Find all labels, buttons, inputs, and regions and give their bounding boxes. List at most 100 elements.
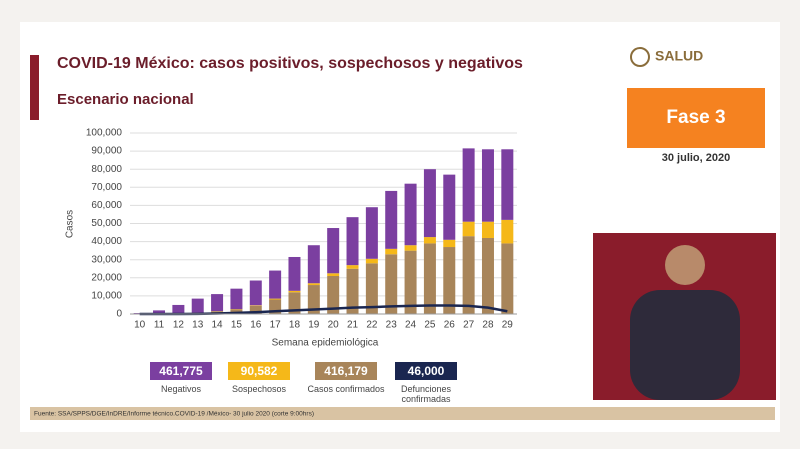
bar-segment <box>365 263 378 314</box>
x-tick-label: 15 <box>231 320 243 331</box>
bar-segment <box>288 290 301 293</box>
bar-segment <box>385 190 398 249</box>
x-tick-label: 23 <box>386 320 398 331</box>
bar-segment <box>346 265 359 269</box>
logo-emblem <box>630 47 650 67</box>
y-tick-label: 30,000 <box>91 254 122 265</box>
source: Fuente: SSA/SPPS/DGE/InDRE/Informe técni… <box>34 411 314 418</box>
bar-segment <box>269 270 282 299</box>
chart-subtitle: Escenario nacional <box>57 91 194 108</box>
bar-segment <box>462 236 475 314</box>
chart-title: COVID-19 México: casos positivos, sospec… <box>57 55 523 72</box>
bar-segment <box>365 258 378 264</box>
bar-segment <box>269 298 282 300</box>
interpreter-head <box>665 245 705 285</box>
bar-segment <box>249 280 262 306</box>
bar-segment <box>288 292 301 314</box>
x-tick-label: 25 <box>424 320 436 331</box>
bar-segment <box>423 237 436 244</box>
bar-segment <box>443 174 456 240</box>
bar-segment <box>443 239 456 248</box>
bar-segment <box>172 304 185 314</box>
bar-segment <box>346 217 359 266</box>
legend-label: Casos confirmados <box>307 384 385 394</box>
x-tick-label: 17 <box>270 320 282 331</box>
bar-segment <box>307 285 320 314</box>
bar-segment <box>327 275 340 314</box>
legend-box: 90,582 <box>228 362 290 380</box>
accent-bar <box>30 55 39 120</box>
bar-segment <box>327 273 340 276</box>
y-tick-label: 0 <box>116 309 122 320</box>
legend-box: 461,775 <box>150 362 212 380</box>
bar-segment <box>153 310 166 314</box>
bar-segment <box>288 256 301 291</box>
y-tick-label: 60,000 <box>91 200 122 211</box>
y-tick-label: 90,000 <box>91 146 122 157</box>
x-tick-label: 13 <box>192 320 204 331</box>
x-tick-label: 19 <box>308 320 320 331</box>
bar-segment <box>191 298 204 313</box>
bar-segment <box>481 221 494 238</box>
x-axis-label: Semana epidemiológica <box>272 338 379 349</box>
bar-segment <box>307 245 320 284</box>
legend-label: Negativos <box>160 384 202 394</box>
x-tick-label: 21 <box>347 320 359 331</box>
bar-segment <box>365 207 378 259</box>
date: 30 julio, 2020 <box>662 152 730 164</box>
footer-bar <box>30 407 775 420</box>
bar-segment <box>501 243 514 314</box>
legend-label: Defunciones confirmadas <box>400 384 452 404</box>
y-tick-label: 50,000 <box>91 218 122 229</box>
bar-segment <box>249 305 262 306</box>
bar-segment <box>481 149 494 222</box>
interpreter-body <box>630 290 740 400</box>
bar-segment <box>462 221 475 237</box>
bar-segment <box>307 283 320 286</box>
bar-segment <box>423 169 436 238</box>
y-tick-label: 40,000 <box>91 236 122 247</box>
x-tick-label: 26 <box>444 320 456 331</box>
logo: SALUD <box>655 48 703 64</box>
bar-segment <box>462 148 475 222</box>
x-tick-label: 11 <box>154 320 165 331</box>
legend-box: 416,179 <box>315 362 377 380</box>
x-tick-label: 29 <box>502 320 514 331</box>
bar-segment <box>385 254 398 314</box>
legend-box: 46,000 <box>395 362 457 380</box>
x-tick-label: 10 <box>134 320 146 331</box>
bar-segment <box>481 237 494 314</box>
phase-box <box>627 88 765 148</box>
legend-label: Sospechosos <box>231 384 287 394</box>
x-tick-label: 18 <box>289 320 301 331</box>
bar-segment <box>423 243 436 314</box>
bar-segment <box>404 183 417 246</box>
x-tick-label: 24 <box>405 320 417 331</box>
x-tick-label: 20 <box>328 320 340 331</box>
x-tick-label: 28 <box>482 320 494 331</box>
bar-segment <box>443 247 456 314</box>
bar-segment <box>230 288 243 310</box>
y-tick-label: 20,000 <box>91 272 122 283</box>
bar-segment <box>404 245 417 251</box>
y-axis-label: Casos <box>65 210 76 238</box>
bar-segment <box>501 149 514 220</box>
bar-segment <box>327 228 340 274</box>
bar-segment <box>404 250 417 314</box>
x-tick-label: 12 <box>173 320 185 331</box>
x-tick-label: 22 <box>366 320 378 331</box>
y-tick-label: 70,000 <box>91 182 122 193</box>
phase: Fase 3 <box>666 107 725 128</box>
bar-segment <box>346 268 359 314</box>
bar-segment <box>211 294 224 312</box>
y-tick-label: 100,000 <box>86 128 123 139</box>
y-tick-label: 80,000 <box>91 164 122 175</box>
bar-segment <box>249 305 262 314</box>
x-tick-label: 16 <box>250 320 262 331</box>
bar-segment <box>501 219 514 244</box>
y-tick-label: 10,000 <box>91 291 122 302</box>
bar-segment <box>385 248 398 255</box>
x-tick-label: 27 <box>463 320 475 331</box>
x-tick-label: 14 <box>212 320 224 331</box>
